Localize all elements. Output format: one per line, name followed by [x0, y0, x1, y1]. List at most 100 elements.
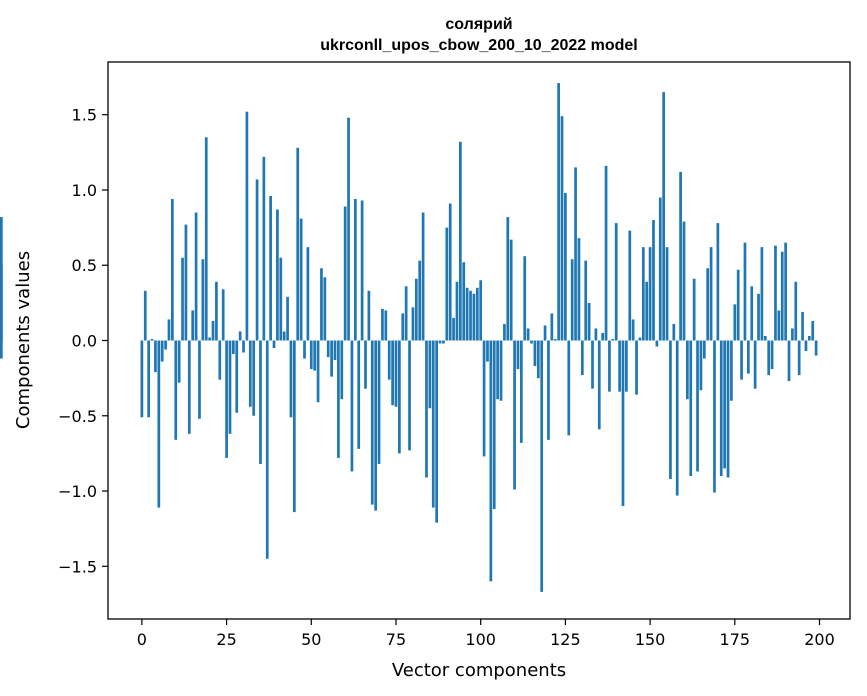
bar-150: [648, 247, 652, 341]
bar-51: [313, 340, 317, 371]
bar-144: [628, 230, 632, 341]
bar-105: [496, 340, 499, 400]
bar-41: [279, 257, 283, 341]
bar-197: [807, 335, 811, 341]
bar-57: [333, 340, 337, 361]
bar-193: [794, 281, 798, 341]
bar-110: [513, 340, 516, 490]
bar-120: [547, 340, 550, 440]
y-axis-label: Components values: [13, 251, 34, 429]
bar-12: [181, 257, 184, 341]
bar-178: [743, 242, 747, 341]
bar-180: [750, 286, 754, 341]
bar-94: [459, 141, 462, 341]
x-tick-label: 150: [635, 630, 666, 649]
bar-87: [435, 340, 438, 523]
bar-137: [604, 165, 608, 341]
bar-147: [638, 337, 642, 341]
bar-16: [194, 212, 198, 341]
bar-66: [364, 340, 367, 389]
bar-9: [171, 198, 174, 341]
bar-55: [326, 340, 330, 358]
y-tick-label: −0.5: [58, 407, 97, 426]
x-axis-ticks: 0 25 50 75 100 125 150 175 200: [137, 619, 835, 649]
bar-63: [353, 198, 357, 341]
bar-59: [340, 340, 344, 400]
bar-79: [408, 340, 411, 451]
bar-89: [442, 340, 445, 344]
bar-165: [699, 340, 703, 391]
bar-10: [174, 340, 178, 440]
bar-185: [767, 340, 771, 376]
bar-42: [282, 331, 286, 341]
bar-53: [320, 268, 323, 341]
bar-48: [303, 340, 306, 359]
bar-37: [265, 340, 269, 559]
bar-186: [770, 340, 774, 370]
bar-88: [438, 340, 442, 344]
bar-106: [499, 340, 503, 401]
bar-153: [658, 197, 662, 341]
x-tick-label: 25: [216, 630, 236, 649]
bar-73: [387, 340, 391, 380]
chart-title: солярий: [445, 16, 512, 33]
bar-149: [645, 281, 649, 341]
bar-194: [797, 340, 801, 376]
bar-5: [157, 340, 161, 508]
bar-74: [391, 340, 394, 406]
bar-167: [706, 268, 710, 341]
bar-45: [292, 340, 296, 513]
x-axis-label: Vector components: [392, 660, 566, 681]
bar-36: [262, 156, 266, 341]
bar-136: [601, 332, 605, 341]
bar-122: [553, 338, 557, 341]
bar-124: [560, 116, 564, 341]
plot-frame: [107, 61, 851, 620]
bar-54: [323, 277, 327, 341]
bar-56: [330, 340, 333, 377]
bar-25: [225, 340, 228, 458]
bar-91: [448, 203, 452, 341]
bar-68: [370, 340, 374, 505]
bar-24: [221, 289, 225, 341]
bar-17: [198, 340, 201, 419]
bar-111: [516, 340, 520, 370]
chart-subtitle: ukrconll_upos_cbow_200_10_2022 model: [320, 37, 637, 54]
bar-96: [465, 287, 469, 341]
bar-33: [252, 340, 256, 416]
bar-86: [431, 340, 435, 508]
bar-114: [526, 328, 530, 341]
bar-176: [736, 269, 740, 341]
bar-undefined: [0, 217, 3, 341]
bar-173: [726, 340, 730, 478]
bar-67: [367, 290, 371, 341]
bar-155: [665, 247, 669, 341]
bar-39: [272, 340, 276, 349]
bar-95: [462, 262, 466, 341]
bar-192: [791, 328, 794, 341]
bar-8: [167, 319, 171, 341]
bar-69: [374, 340, 378, 511]
bar-151: [652, 220, 655, 341]
bar-15: [191, 310, 195, 341]
bar-6: [160, 340, 164, 362]
bar-92: [452, 317, 455, 341]
bar-181: [753, 340, 757, 389]
bar-47: [299, 218, 303, 341]
bar-148: [641, 247, 645, 341]
bar-158: [675, 340, 679, 496]
bar-101: [482, 340, 486, 457]
bar-28: [235, 340, 239, 413]
bar-130: [580, 340, 584, 376]
bar-139: [611, 338, 615, 341]
bar-191: [787, 340, 791, 382]
bar-168: [709, 247, 713, 341]
bar-152: [655, 340, 659, 347]
bar-195: [801, 311, 804, 341]
bar-146: [635, 340, 638, 395]
bar-21: [211, 320, 215, 341]
y-tick-label: 1.0: [72, 181, 97, 200]
bar-40: [276, 209, 279, 341]
bar-84: [425, 340, 428, 478]
y-tick-label: 1.5: [72, 106, 97, 125]
